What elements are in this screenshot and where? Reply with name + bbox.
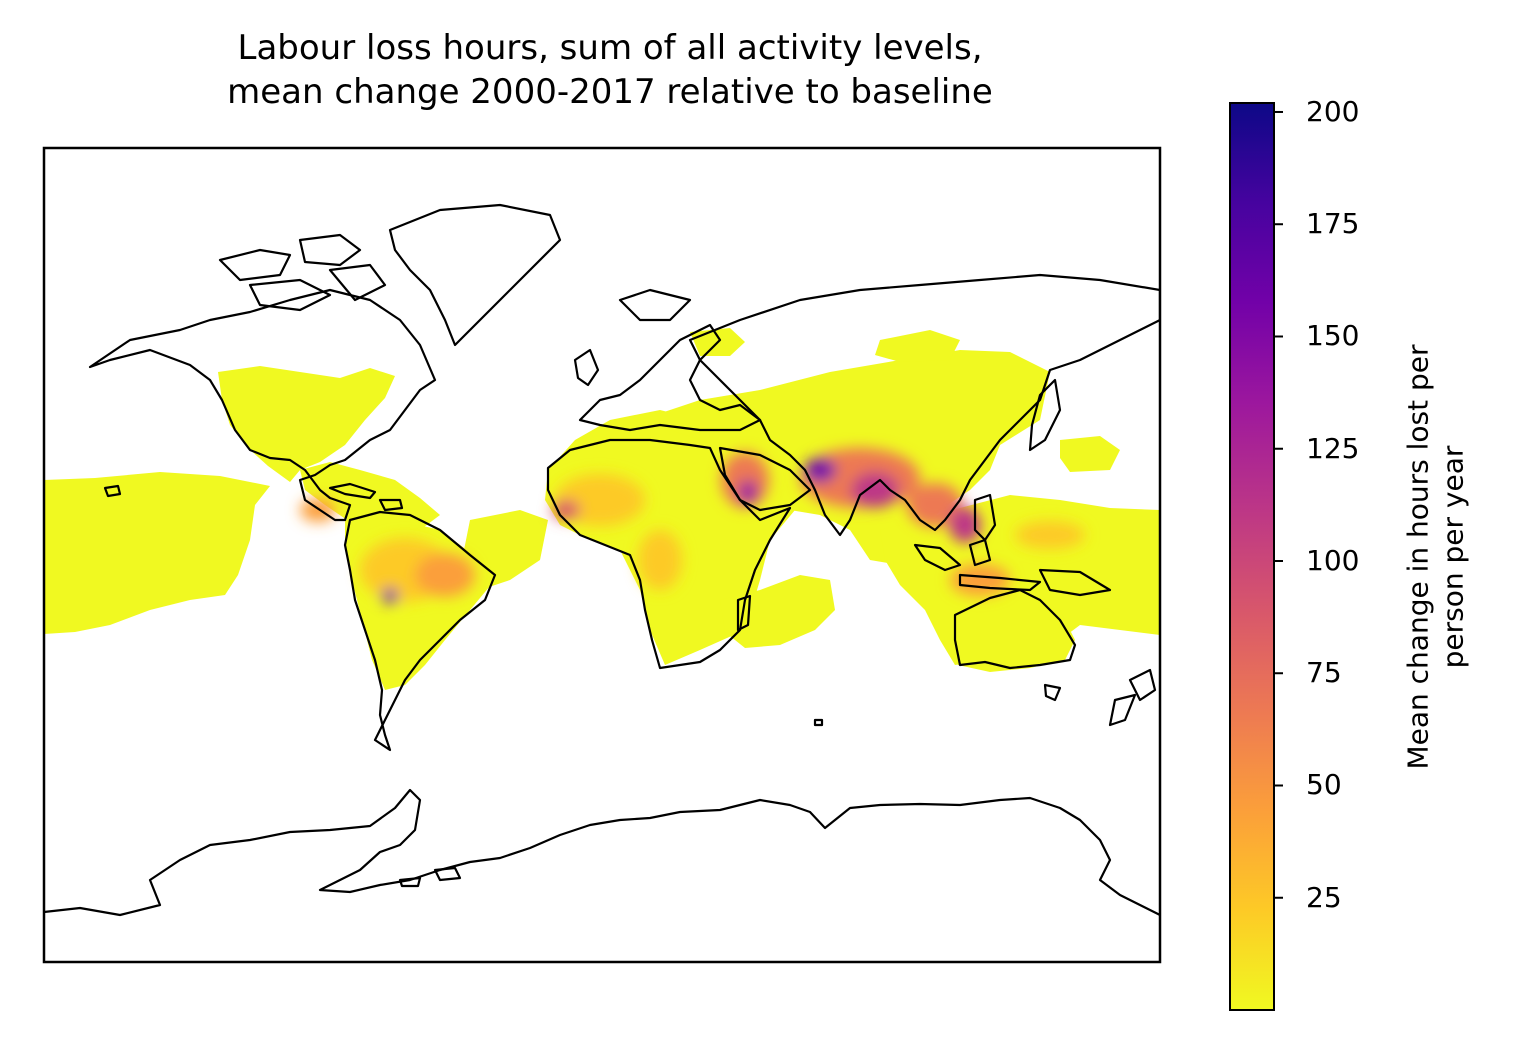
coast-asia xyxy=(688,273,1160,537)
colorbar-label-line-1: Mean change in hours lost per xyxy=(1401,343,1435,770)
coast-arabia xyxy=(718,446,812,512)
map-title-line-1: Labour loss hours, sum of all activity l… xyxy=(237,28,983,68)
map-title-line-2: mean change 2000-2017 relative to baseli… xyxy=(227,72,993,112)
colorbar xyxy=(1229,102,1275,1011)
colorbar-ticks xyxy=(1274,110,1283,899)
colorbar-tick-label: 100 xyxy=(1306,543,1360,577)
coast-north-america xyxy=(88,288,437,522)
colorbar-tick-label: 150 xyxy=(1306,319,1360,353)
coast-australia xyxy=(953,588,1077,670)
colorbar-tick-label: 175 xyxy=(1306,207,1360,241)
coast-antarctica xyxy=(44,788,1160,917)
coast-south-america xyxy=(343,510,497,752)
colorbar-tick-label: 200 xyxy=(1306,94,1360,128)
colorbar-tick-label: 75 xyxy=(1306,656,1342,690)
coastline-layer xyxy=(44,203,1160,917)
coast-europe xyxy=(578,323,762,432)
colorbar-tick-label: 25 xyxy=(1306,880,1342,914)
colorbar-tick-label: 125 xyxy=(1306,431,1360,465)
hotspot-central-america xyxy=(300,498,336,522)
colorbar-label-line-2: person per year xyxy=(1435,445,1469,668)
map-frame xyxy=(42,146,1162,964)
colorbar-tick-label: 50 xyxy=(1306,768,1342,802)
coast-greenland xyxy=(388,203,562,347)
